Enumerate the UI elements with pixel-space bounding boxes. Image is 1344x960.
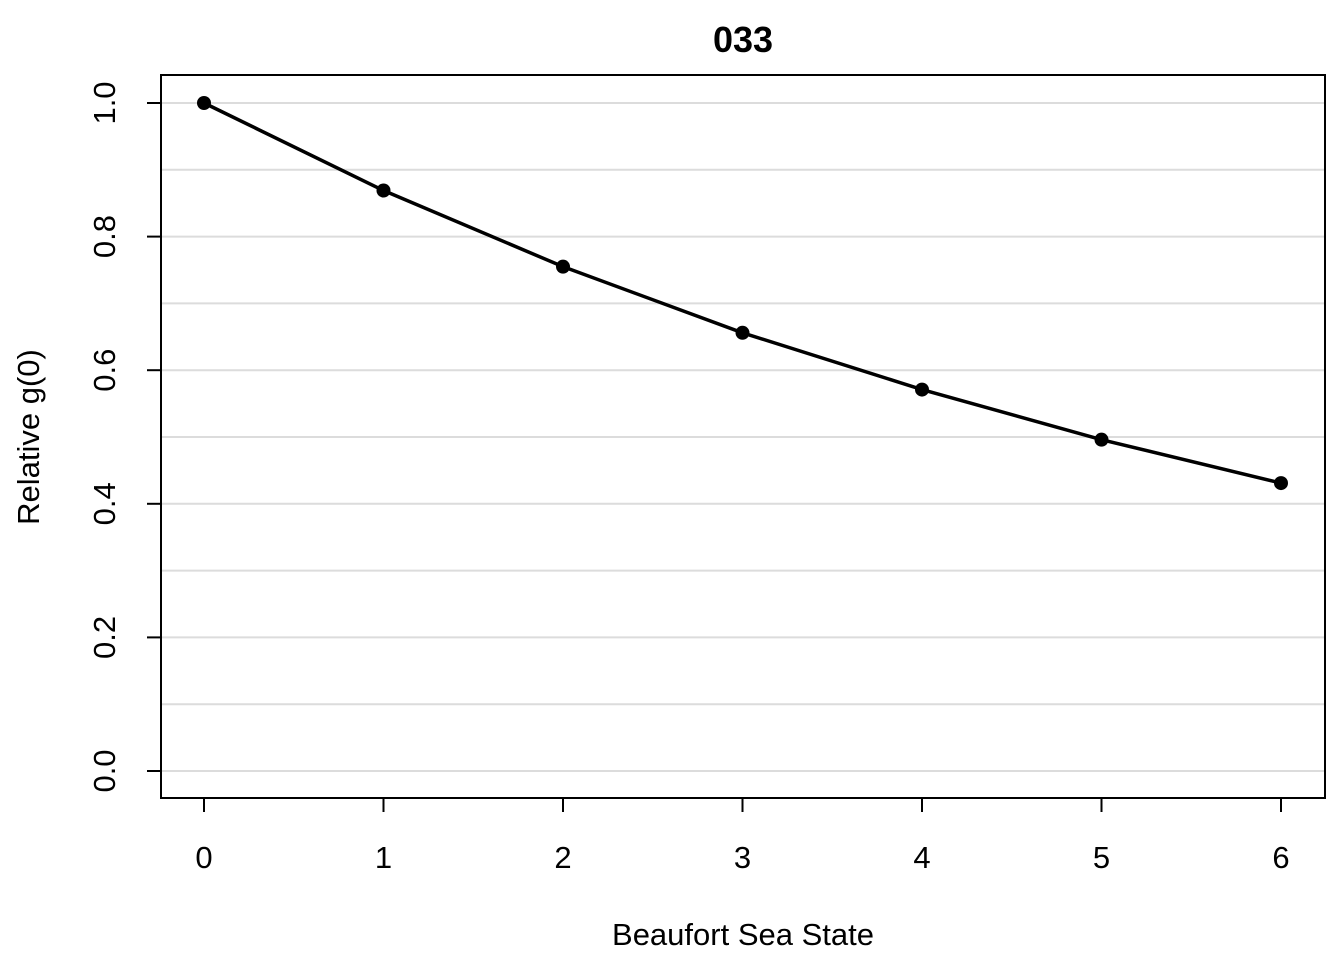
y-tick-label: 0.6 bbox=[87, 349, 122, 392]
x-tick-label: 1 bbox=[375, 840, 392, 875]
x-tick-label: 3 bbox=[734, 840, 751, 875]
data-point bbox=[556, 259, 570, 274]
y-axis-label: Relative g(0) bbox=[11, 349, 46, 525]
y-tick-label: 0.4 bbox=[87, 482, 122, 525]
data-point bbox=[915, 382, 929, 397]
x-tick-label: 5 bbox=[1093, 840, 1110, 875]
series bbox=[197, 96, 1288, 491]
data-point bbox=[1274, 476, 1288, 491]
y-tick-label: 0.2 bbox=[87, 616, 122, 659]
data-point bbox=[1094, 432, 1109, 447]
x-axis: 0 1 2 3 4 5 6 bbox=[195, 798, 1290, 875]
data-point bbox=[197, 96, 211, 110]
data-point bbox=[376, 183, 391, 198]
y-tick-label: 0.8 bbox=[87, 215, 122, 258]
chart-title: 033 bbox=[713, 19, 773, 60]
y-axis: 0.0 0.2 0.4 0.6 0.8 1.0 bbox=[87, 81, 161, 793]
series-line bbox=[203, 101, 1282, 485]
x-tick-label: 2 bbox=[554, 840, 571, 875]
data-point bbox=[735, 325, 750, 340]
x-tick-label: 4 bbox=[913, 840, 930, 875]
x-axis-label: Beaufort Sea State bbox=[612, 917, 874, 952]
y-tick-label: 0.0 bbox=[87, 749, 122, 792]
x-tick-label: 0 bbox=[195, 840, 212, 875]
y-tick-label: 1.0 bbox=[87, 81, 122, 124]
x-tick-label: 6 bbox=[1272, 840, 1289, 875]
grid bbox=[161, 102, 1325, 772]
